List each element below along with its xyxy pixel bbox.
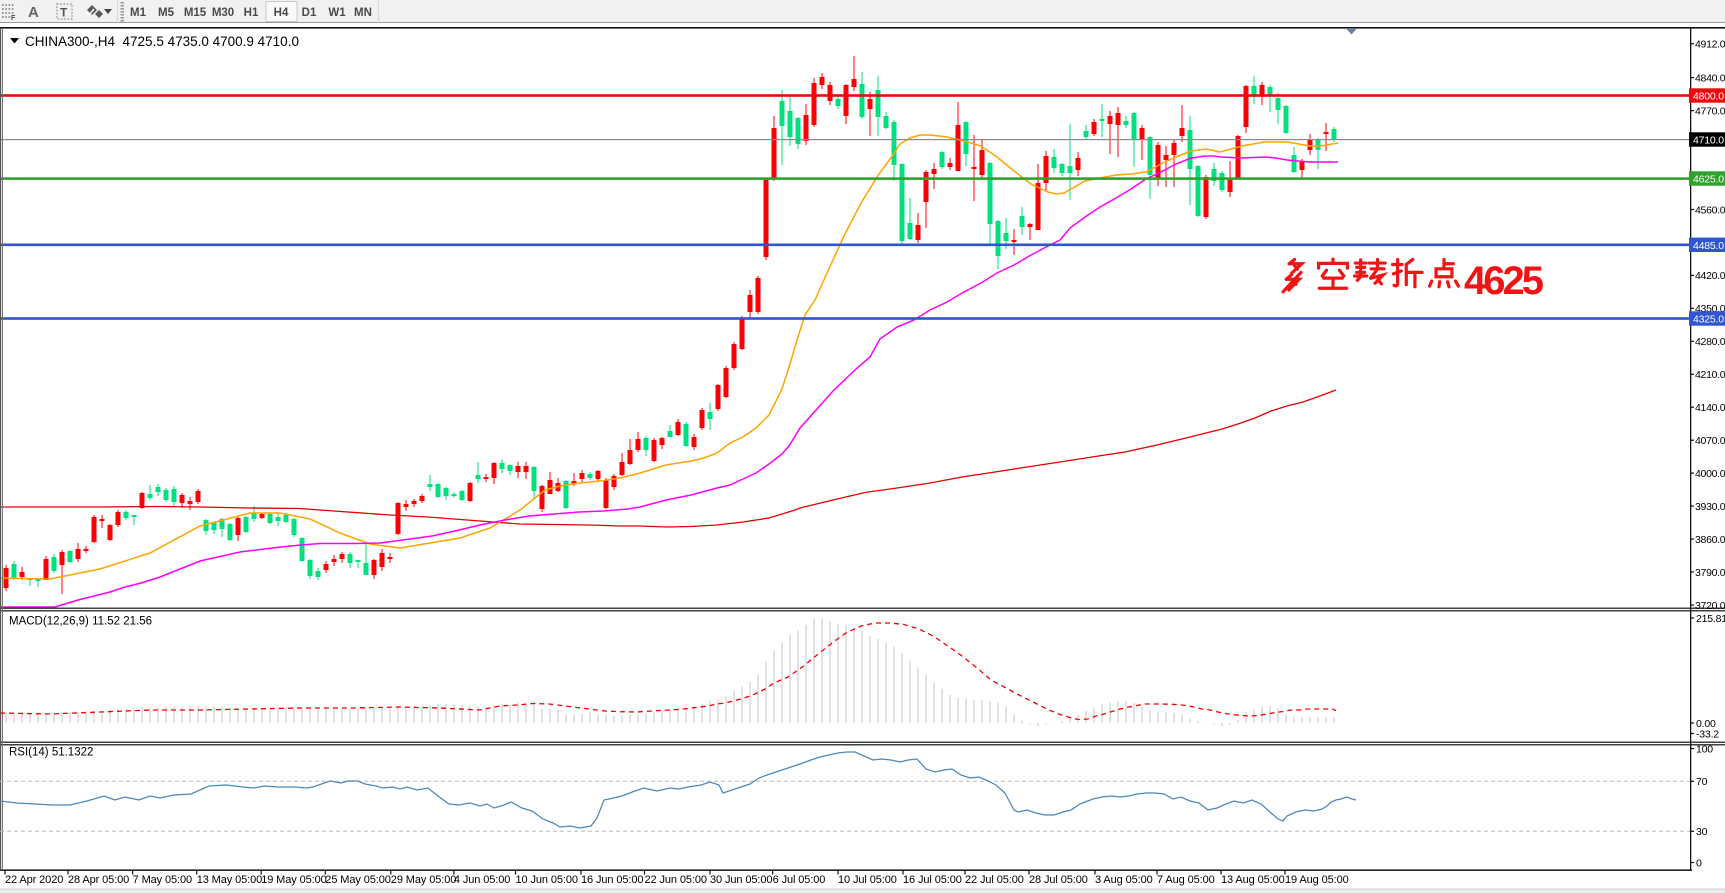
svg-text:4560.0: 4560.0 xyxy=(1695,204,1725,216)
svg-text:M5: M5 xyxy=(158,7,175,19)
svg-text:10 Jun 05:00: 10 Jun 05:00 xyxy=(516,874,578,886)
svg-text:4070.0: 4070.0 xyxy=(1695,435,1725,447)
svg-text:3 Aug 05:00: 3 Aug 05:00 xyxy=(1095,874,1153,886)
svg-text:29 May 05:00: 29 May 05:00 xyxy=(391,874,456,886)
svg-text:H1: H1 xyxy=(244,7,259,19)
svg-text:4840.0: 4840.0 xyxy=(1695,72,1725,84)
svg-text:M30: M30 xyxy=(212,7,234,19)
svg-text:4485.0: 4485.0 xyxy=(1693,240,1724,252)
svg-text:22 Apr 2020: 22 Apr 2020 xyxy=(5,874,63,886)
svg-text:CHINA300-,H4 4725.5 4735.0 47: CHINA300-,H4 4725.5 4735.0 4700.9 4710.0 xyxy=(25,34,299,49)
svg-text:22 Jul 05:00: 22 Jul 05:00 xyxy=(965,874,1024,886)
svg-text:28 Apr 05:00: 28 Apr 05:00 xyxy=(68,874,129,886)
svg-text:16 Jun 05:00: 16 Jun 05:00 xyxy=(581,874,643,886)
svg-text:100: 100 xyxy=(1696,743,1713,755)
svg-text:-33.2: -33.2 xyxy=(1696,728,1719,740)
svg-text:30 Jun 05:00: 30 Jun 05:00 xyxy=(710,874,772,886)
svg-text:4000.0: 4000.0 xyxy=(1695,468,1725,480)
svg-text:MACD(12,26,9) 11.52 21.56: MACD(12,26,9) 11.52 21.56 xyxy=(9,616,152,628)
svg-text:T: T xyxy=(60,6,68,20)
svg-text:28 Jul 05:00: 28 Jul 05:00 xyxy=(1029,874,1088,886)
svg-text:215.81: 215.81 xyxy=(1696,613,1725,625)
svg-text:70: 70 xyxy=(1696,776,1708,788)
svg-text:4 Jun 05:00: 4 Jun 05:00 xyxy=(454,874,510,886)
svg-text:F: F xyxy=(11,15,16,22)
svg-text:30: 30 xyxy=(1696,826,1708,838)
svg-text:4210.0: 4210.0 xyxy=(1695,369,1725,381)
svg-text:M15: M15 xyxy=(184,7,207,19)
svg-text:4625.0: 4625.0 xyxy=(1693,174,1724,186)
svg-text:3790.0: 3790.0 xyxy=(1695,567,1725,579)
svg-text:A: A xyxy=(28,4,39,21)
svg-text:H4: H4 xyxy=(274,7,289,19)
svg-text:25 May 05:00: 25 May 05:00 xyxy=(325,874,390,886)
svg-text:4710.0: 4710.0 xyxy=(1693,135,1724,147)
svg-text:7 May 05:00: 7 May 05:00 xyxy=(133,874,192,886)
svg-text:3930.0: 3930.0 xyxy=(1695,501,1725,513)
svg-text:0: 0 xyxy=(1696,857,1702,869)
svg-text:4140.0: 4140.0 xyxy=(1695,402,1725,414)
svg-text:7 Aug 05:00: 7 Aug 05:00 xyxy=(1157,874,1215,886)
svg-text:4280.0: 4280.0 xyxy=(1695,336,1725,348)
svg-text:W1: W1 xyxy=(328,7,346,19)
svg-text:4420.0: 4420.0 xyxy=(1695,270,1725,282)
svg-text:13 Aug 05:00: 13 Aug 05:00 xyxy=(1221,874,1285,886)
svg-text:D1: D1 xyxy=(302,7,317,19)
svg-text:4912.0: 4912.0 xyxy=(1695,39,1725,51)
svg-text:10 Jul 05:00: 10 Jul 05:00 xyxy=(838,874,897,886)
svg-text:3720.0: 3720.0 xyxy=(1695,600,1725,612)
svg-text:4770.0: 4770.0 xyxy=(1695,105,1725,117)
svg-text:3860.0: 3860.0 xyxy=(1695,534,1725,546)
svg-text:22 Jun 05:00: 22 Jun 05:00 xyxy=(645,874,707,886)
svg-text:6 Jul 05:00: 6 Jul 05:00 xyxy=(773,874,826,886)
svg-text:MN: MN xyxy=(354,7,372,19)
svg-text:19 Aug 05:00: 19 Aug 05:00 xyxy=(1285,874,1349,886)
svg-text:16 Jul 05:00: 16 Jul 05:00 xyxy=(903,874,962,886)
svg-text:4800.0: 4800.0 xyxy=(1693,91,1724,103)
svg-text:4325.0: 4325.0 xyxy=(1693,314,1724,326)
svg-text:4625: 4625 xyxy=(1464,259,1544,303)
svg-text:RSI(14) 51.1322: RSI(14) 51.1322 xyxy=(9,747,93,759)
svg-text:0.00: 0.00 xyxy=(1696,718,1716,730)
svg-text:M1: M1 xyxy=(130,7,147,19)
svg-text:19 May 05:00: 19 May 05:00 xyxy=(261,874,326,886)
svg-text:13 May 05:00: 13 May 05:00 xyxy=(197,874,262,886)
